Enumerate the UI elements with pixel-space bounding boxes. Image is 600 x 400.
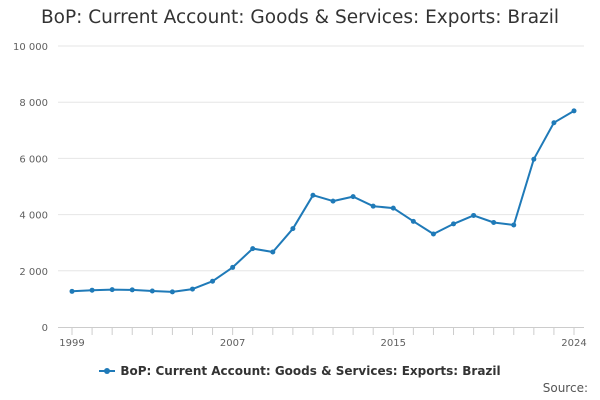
- y-tick-label: 10 000: [13, 42, 48, 53]
- data-point[interactable]: [390, 205, 396, 211]
- data-point[interactable]: [350, 194, 356, 200]
- data-point[interactable]: [129, 287, 135, 293]
- data-point[interactable]: [89, 287, 95, 293]
- y-tick-label: 4 000: [19, 211, 48, 222]
- data-point[interactable]: [210, 278, 216, 284]
- data-point[interactable]: [571, 108, 577, 114]
- data-point[interactable]: [169, 289, 175, 295]
- data-point[interactable]: [109, 287, 115, 293]
- data-point[interactable]: [69, 288, 75, 294]
- y-tick-label: 8 000: [19, 98, 48, 109]
- x-tick-label: 1999: [59, 338, 84, 349]
- data-point[interactable]: [270, 249, 276, 255]
- chart-title: BoP: Current Account: Goods & Services: …: [40, 7, 560, 28]
- data-point[interactable]: [471, 212, 477, 218]
- data-point[interactable]: [290, 226, 296, 232]
- y-tick-label: 0: [42, 323, 48, 334]
- data-point[interactable]: [511, 222, 517, 228]
- y-tick-label: 2 000: [19, 267, 48, 278]
- data-point[interactable]: [250, 246, 256, 252]
- x-tick-label: 2024: [561, 338, 586, 349]
- x-tick-label: 2015: [381, 338, 406, 349]
- data-point[interactable]: [491, 219, 497, 225]
- legend-symbol: [99, 366, 116, 376]
- data-point[interactable]: [310, 192, 316, 198]
- data-point[interactable]: [531, 156, 537, 162]
- data-point[interactable]: [430, 231, 436, 237]
- y-tick-label: 6 000: [19, 154, 48, 165]
- data-point[interactable]: [149, 288, 155, 294]
- data-point[interactable]: [410, 218, 416, 224]
- data-point[interactable]: [370, 203, 376, 209]
- legend-marker: [104, 368, 111, 374]
- source-label: Source:: [542, 381, 588, 395]
- data-point[interactable]: [451, 221, 457, 227]
- data-point[interactable]: [330, 198, 336, 204]
- data-point[interactable]: [551, 120, 557, 126]
- series-line: [71, 109, 575, 293]
- legend[interactable]: BoP: Current Account: Goods & Services: …: [0, 364, 600, 378]
- data-point[interactable]: [230, 264, 236, 270]
- legend-label: BoP: Current Account: Goods & Services: …: [120, 364, 501, 378]
- x-tick-label: 2007: [220, 338, 245, 349]
- data-point[interactable]: [189, 286, 195, 292]
